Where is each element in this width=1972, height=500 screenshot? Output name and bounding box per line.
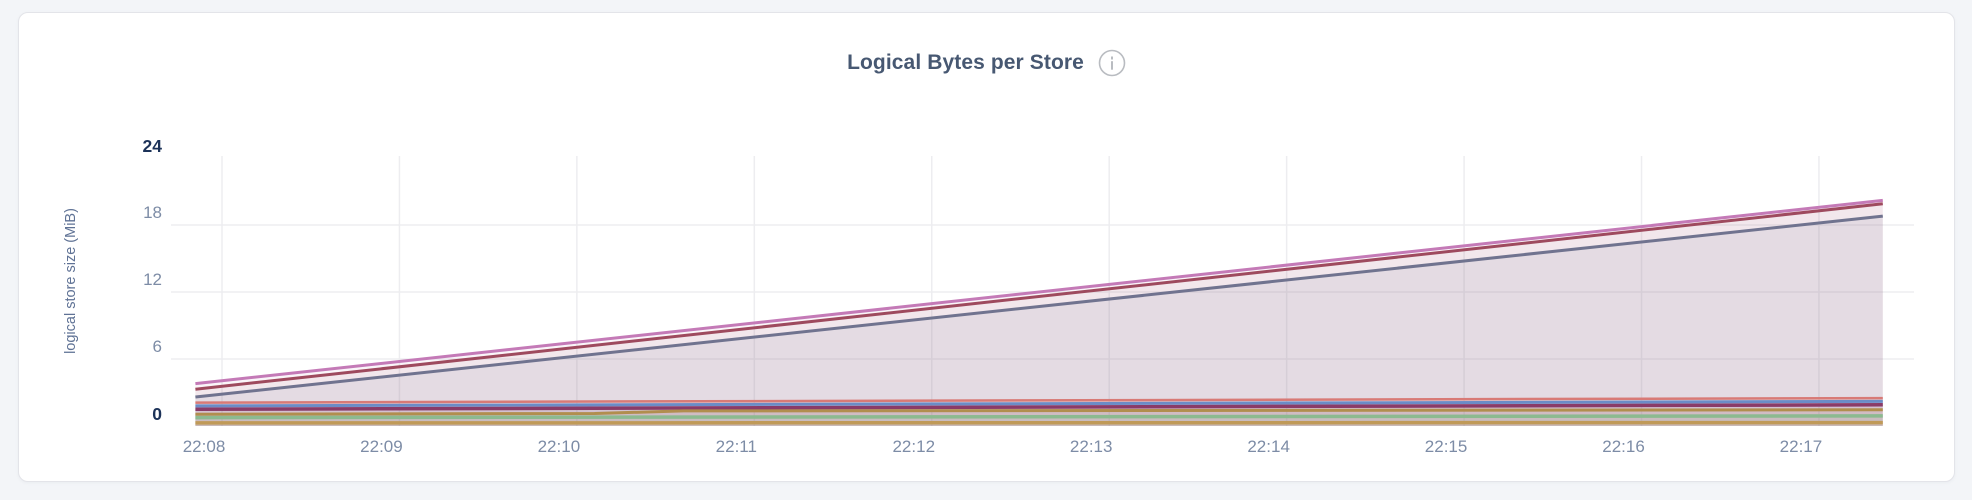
series-area [195,216,1883,426]
x-tick-label: 22:17 [1779,437,1823,456]
x-tick-label: 22:14 [1247,437,1290,456]
series-line [195,396,1883,404]
chart-header: Logical Bytes per Store [19,49,1954,77]
x-tick-label: 22:13 [1069,437,1113,456]
x-tick-label: 22:15 [1424,437,1468,456]
y-tick-label: 12 [143,270,162,289]
series-line [195,408,1883,416]
x-tick-label: 22:08 [182,437,226,456]
x-tick-label: 22:16 [1602,437,1645,456]
chart-title: Logical Bytes per Store [847,51,1084,74]
chart-card: Logical Bytes per Store logical store si… [18,12,1955,482]
series-area [195,200,1883,426]
x-tick-label: 22:11 [715,437,757,456]
x-tick-label: 22:12 [892,437,936,456]
info-icon[interactable] [1098,49,1126,77]
plot-svg[interactable] [169,153,1919,433]
y-tick-label: 24 [142,136,162,156]
y-tick-label: 18 [143,203,162,222]
series-line [195,414,1883,420]
series-area [195,203,1883,426]
x-tick-label: 22:10 [537,437,581,456]
y-tick-label: 0 [152,404,162,424]
series-line [195,214,1883,399]
series-line [195,202,1883,391]
x-tick-label: 22:09 [360,437,403,456]
y-tick-label: 6 [152,337,162,356]
series-line [195,403,1883,412]
series-line [195,198,1883,386]
series-line [195,399,1883,408]
